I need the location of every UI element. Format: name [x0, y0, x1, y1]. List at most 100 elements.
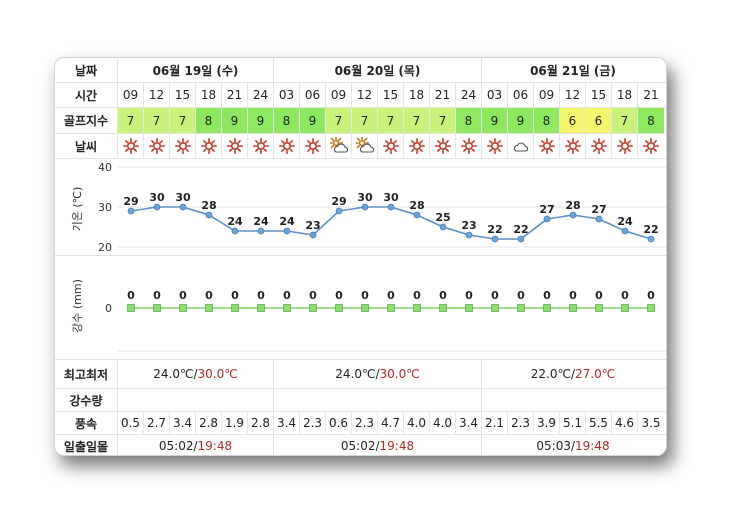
wind-speed-cell: 2.1 — [482, 412, 508, 434]
temperature-point — [153, 203, 161, 211]
golf-index-cell: 8 — [274, 108, 300, 133]
sun-icon — [278, 137, 295, 155]
rain-data-label: 0 — [647, 289, 655, 302]
rain-point — [621, 304, 629, 312]
time-cell: 06 — [300, 83, 326, 107]
golf-index-cell: 7 — [404, 108, 430, 133]
wind-row: 풍속 0.5 2.7 3.4 2.8 1.9 2.8 3.4 2.3 0.6 2.3 4.7 4.0 4… — [55, 412, 666, 435]
golf-index-cell: 9 — [508, 108, 534, 133]
golf-index-label: 골프지수 — [55, 108, 118, 133]
temperature-data-label: 23 — [461, 219, 476, 232]
rain-point — [179, 304, 187, 312]
temperature-data-label: 30 — [175, 191, 191, 204]
weather-cells — [118, 134, 666, 158]
sun-day-3: 05:03/19:48 — [482, 435, 664, 455]
temperature-chart: 20 30 40 기온 (℃) 29 30 30 28 24 24 24 23 29 30 30 28 25 23… — [71, 161, 666, 254]
rain-point — [465, 304, 473, 312]
time-cell: 24 — [456, 83, 482, 107]
temperature-point — [621, 227, 629, 235]
precip-cells — [118, 389, 666, 411]
rain-data-label: 0 — [439, 289, 447, 302]
maxmin-row: 최고최저 24.0℃/30.0℃ 24.0℃/30.0℃ 22.0℃/27.0℃ — [55, 360, 666, 389]
rain-data-label: 0 — [309, 289, 317, 302]
wind-speed-cell: 2.8 — [196, 412, 222, 434]
rain-point — [335, 304, 343, 312]
temperature-point — [231, 227, 239, 235]
temperature-point — [257, 227, 265, 235]
sun-day-1: 05:02/19:48 — [118, 435, 274, 455]
y-axis-label: 강수 (mm) — [71, 279, 84, 333]
time-cell: 24 — [248, 83, 274, 107]
precip-row: 강수량 — [55, 389, 666, 412]
temperature-data-label: 28 — [565, 199, 580, 212]
time-cell: 06 — [508, 83, 534, 107]
weather-cell — [170, 134, 196, 158]
temperature-point — [413, 211, 421, 219]
max-temp: 30.0℃ — [197, 367, 238, 381]
rain-data-label: 0 — [257, 289, 265, 302]
wind-cells: 0.5 2.7 3.4 2.8 1.9 2.8 3.4 2.3 0.6 2.3 4.7 4.0 4.0 3… — [118, 412, 666, 434]
y-tick-label: 30 — [98, 201, 112, 214]
time-cell: 21 — [222, 83, 248, 107]
rain-point — [595, 304, 603, 312]
wind-speed-cell: 2.3 — [508, 412, 534, 434]
day-date: 06월 20일 (목) — [334, 63, 421, 78]
wind-speed-cell: 2.3 — [300, 412, 326, 434]
time-cell: 18 — [196, 83, 222, 107]
time-cell: 12 — [560, 83, 586, 107]
temperature-data-label: 27 — [539, 203, 554, 216]
weather-cell — [508, 134, 534, 158]
weather-cell — [300, 134, 326, 158]
rain-point — [309, 304, 317, 312]
precip-day-3 — [482, 389, 664, 411]
separator: / — [570, 439, 576, 453]
temperature-point — [595, 215, 603, 223]
weather-cell — [534, 134, 560, 158]
date-day-2: 06월 20일 (목) — [274, 58, 482, 82]
y-tick-label: 20 — [98, 241, 112, 254]
rain-point — [647, 304, 655, 312]
rain-chart-row: 0 강수 (mm) 0 0 0 0 0 0 0 0 0 0 0 0 0 0 0 0 0 0 0 0 0 — [55, 256, 666, 360]
weather-cell — [274, 134, 300, 158]
golf-index-cell: 7 — [144, 108, 170, 133]
time-cell: 15 — [170, 83, 196, 107]
wind-speed-cell: 0.6 — [326, 412, 352, 434]
time-cell: 21 — [430, 83, 456, 107]
temperature-point — [283, 227, 291, 235]
wind-speed-cell: 2.7 — [144, 412, 170, 434]
separator: / — [193, 367, 198, 381]
temperature-point — [361, 203, 369, 211]
date-label: 날짜 — [55, 58, 118, 82]
sun-icon — [122, 137, 139, 155]
rain-data-label: 0 — [153, 289, 161, 302]
temperature-data-label: 23 — [305, 219, 320, 232]
wind-speed-cell: 3.4 — [274, 412, 300, 434]
separator: / — [375, 367, 380, 381]
rain-data-label: 0 — [517, 289, 525, 302]
time-cell: 18 — [612, 83, 638, 107]
golf-index-cell: 8 — [638, 108, 664, 133]
weather-row: 날씨 — [55, 134, 666, 159]
rain-point — [543, 304, 551, 312]
time-cell: 18 — [404, 83, 430, 107]
sun-icon — [148, 137, 165, 155]
wind-speed-cell: 3.4 — [456, 412, 482, 434]
rain-point — [231, 304, 239, 312]
min-temp: 22.0℃ — [530, 367, 571, 381]
golf-index-cell: 7 — [612, 108, 638, 133]
sun-icon — [434, 137, 451, 155]
wind-speed-cell: 0.5 — [118, 412, 144, 434]
y-tick-label: 40 — [98, 161, 112, 174]
wind-speed-cell: 4.0 — [430, 412, 456, 434]
rain-data-label: 0 — [179, 289, 187, 302]
maxmin-day-1: 24.0℃/30.0℃ — [118, 360, 274, 388]
temperature-point — [647, 235, 655, 243]
separator: / — [570, 367, 576, 381]
sun-day-2: 05:02/19:48 — [274, 435, 482, 455]
rain-point — [517, 304, 525, 312]
rain-point — [413, 304, 421, 312]
max-temp: 27.0℃ — [575, 367, 616, 381]
temperature-point — [309, 231, 317, 239]
weather-cell — [222, 134, 248, 158]
